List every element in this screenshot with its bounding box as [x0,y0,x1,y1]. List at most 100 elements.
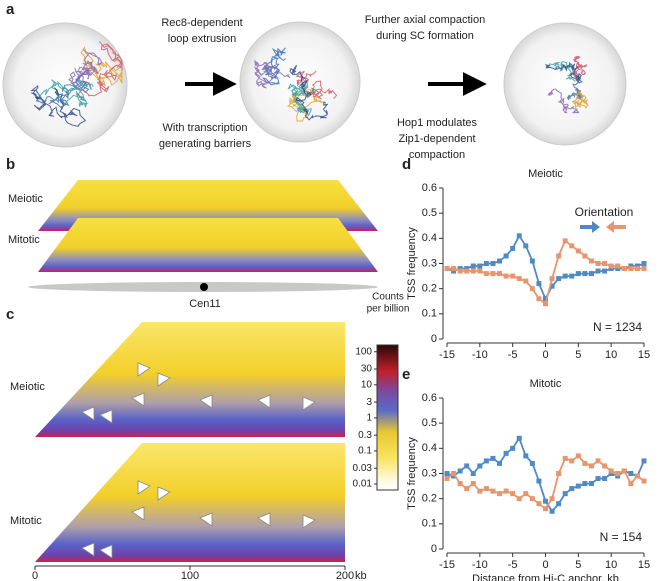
colorbar-tick-label: 100 [355,346,372,357]
caption: compaction [409,149,465,161]
point [556,276,562,282]
point [595,261,601,266]
x-axis-label: Distance from Hi-C anchor, kb [472,573,619,581]
point [621,468,627,474]
arrowhead [257,512,271,527]
polymer [295,70,338,100]
x-tick-label: 5 [575,349,581,361]
y-tick-label: 0.4 [422,442,437,454]
colorbar-title: Counts [372,292,404,303]
panel-label: b [6,156,15,173]
point [470,481,476,487]
chart-title: Meiotic [528,168,563,180]
y-axis-label: TSS frequency [406,227,418,300]
point [497,258,503,264]
colorbar-tick-label: 30 [361,364,373,375]
point [549,508,555,514]
point [516,496,522,502]
colorbar-tick-label: 1 [366,413,372,424]
point [634,263,640,269]
point [497,460,503,466]
point [497,491,503,497]
x-tick-label: 0 [542,559,548,571]
arrowhead [99,544,113,559]
row-label: Meiotic [8,193,43,205]
point [529,496,535,502]
point [510,491,516,497]
point [523,453,529,459]
point [549,283,555,289]
polymer [38,79,94,109]
series-line [447,239,644,306]
point [575,248,581,254]
point [503,488,509,494]
y-tick-label: 0 [431,333,437,345]
point [549,276,555,282]
panel-label: e [402,366,410,383]
x-tick-label: 15 [638,559,650,571]
point [588,463,594,469]
caption: Zip1-dependent [398,133,475,145]
point [595,476,601,482]
x-tick-label: 15 [638,349,650,361]
x-tick-label: 200 [336,570,354,581]
point [451,473,457,479]
arrowhead [302,396,316,411]
caption: generating barriers [159,138,252,150]
point [457,266,463,272]
point [516,233,522,239]
point [529,258,535,264]
polymer [545,61,582,83]
sphere [503,22,627,146]
point [602,261,608,266]
point [536,478,542,484]
y-tick-label: 0 [431,543,437,555]
panel-label: c [6,306,14,323]
centromere-label: Cen11 [189,298,221,310]
y-tick-label: 0.6 [422,182,437,194]
polymer [547,88,580,114]
point [451,268,457,274]
point [536,281,542,287]
arrowhead [99,409,113,424]
legend-title: Orientation [575,205,634,219]
caption: Further axial compaction [365,14,485,26]
y-tick-label: 0.4 [422,232,437,244]
point [621,266,627,272]
point [483,458,489,464]
arrowhead [157,486,171,501]
point [490,488,496,494]
arrowhead [81,406,95,421]
point [529,460,535,466]
point [444,471,450,476]
point [569,243,575,249]
colorbar-title: per billion [367,304,410,315]
arrowhead [302,514,316,529]
colorbar-tick-label: 0.1 [358,446,372,457]
x-tick-label: 10 [605,559,617,571]
point [483,271,489,277]
heatmap [35,322,345,437]
arrowhead [137,362,151,377]
point [602,463,608,469]
row-label: Meiotic [10,381,45,393]
point [503,273,509,279]
captions: Rec8-dependent loop extrusion With transcr… [159,14,485,161]
polymer [287,81,320,117]
x-tick-label: -10 [472,559,488,571]
point [562,455,568,461]
x-tick-label: 5 [575,559,581,571]
y-axis-label: TSS frequency [406,437,418,510]
point [490,271,496,277]
y-tick-label: 0.6 [422,392,437,404]
caption: With transcription [163,122,248,134]
row-label: Mitotic [8,234,40,246]
point [483,261,489,266]
polymer [253,59,291,89]
point [543,498,548,504]
annotation: N = 154 [600,530,643,544]
x-tick-label: -15 [439,349,455,361]
point [575,271,581,277]
point [444,266,450,272]
point [634,266,640,272]
